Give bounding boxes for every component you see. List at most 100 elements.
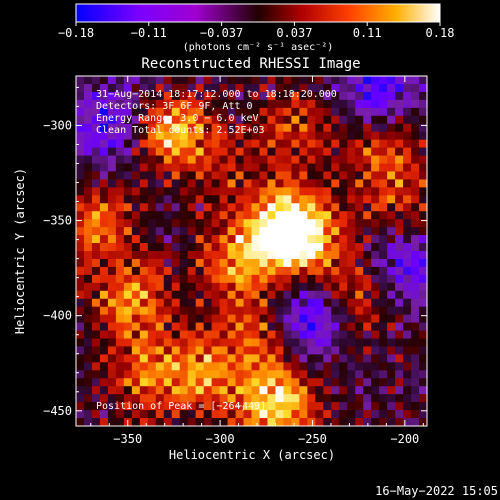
heatmap-cell [115, 258, 125, 268]
heatmap-cell [299, 362, 308, 371]
heatmap-cell [267, 99, 277, 109]
heatmap-cell [411, 330, 420, 340]
heatmap-cell [219, 131, 229, 141]
heatmap-cell [76, 91, 85, 101]
heatmap-cell [203, 290, 213, 300]
heatmap-cell [187, 274, 197, 284]
heatmap-cell [419, 290, 427, 300]
heatmap-cell [259, 107, 269, 117]
heatmap-cell [123, 282, 133, 292]
heatmap-cell [395, 274, 404, 284]
heatmap-cell [307, 243, 316, 252]
heatmap-cell [323, 99, 332, 109]
heatmap-cell [179, 274, 189, 284]
heatmap-cell [379, 322, 388, 332]
heatmap-cell [275, 139, 285, 149]
heatmap-cell [115, 115, 125, 125]
heatmap-cell [323, 91, 332, 101]
heatmap-cell [291, 203, 300, 212]
heatmap-cell [99, 346, 109, 355]
heatmap-cell [267, 107, 277, 117]
heatmap-cell [219, 107, 229, 117]
heatmap-cell [347, 314, 356, 324]
heatmap-cell [323, 187, 332, 196]
heatmap-cell [219, 83, 229, 93]
heatmap-cell [91, 107, 101, 117]
heatmap-cell [315, 282, 324, 292]
heatmap-cell [379, 338, 388, 348]
heatmap-cell [227, 338, 237, 348]
heatmap-cell [331, 322, 340, 332]
heatmap-cell [259, 274, 269, 284]
heatmap-cell [315, 139, 324, 149]
heatmap-cell [155, 306, 165, 316]
heatmap-cell [387, 195, 396, 204]
heatmap-cell [267, 418, 277, 426]
info-annotations: 31−Aug−2014 18:17:12.000 to 18:18:20.000… [96, 89, 337, 136]
heatmap-cell [355, 163, 364, 173]
heatmap-cell [363, 322, 372, 332]
heatmap-cell [355, 219, 364, 228]
heatmap-cell [219, 282, 229, 292]
heatmap-cell [299, 338, 308, 348]
heatmap-cell [147, 91, 157, 101]
heatmap-cell [179, 163, 189, 173]
heatmap-cell [315, 410, 324, 419]
heatmap-cell [195, 219, 205, 228]
heatmap-cell [371, 155, 380, 165]
heatmap-cell [211, 370, 221, 379]
heatmap-cell [163, 251, 173, 260]
heatmap-cell [187, 266, 197, 276]
heatmap-cell [187, 346, 197, 355]
heatmap-cell [243, 314, 253, 324]
heatmap-cell [267, 131, 277, 141]
heatmap-cell [147, 402, 157, 411]
heatmap-cell [179, 131, 189, 141]
heatmap-cell [179, 155, 189, 165]
heatmap-cell [203, 163, 213, 173]
heatmap-cell [299, 187, 308, 196]
heatmap-cell [91, 306, 101, 316]
heatmap-cell [211, 211, 221, 220]
heatmap-cell [83, 322, 93, 332]
heatmap-cell [83, 346, 93, 355]
heatmap-cell [259, 370, 269, 379]
heatmap-cell [275, 394, 285, 403]
heatmap-cell [395, 330, 404, 340]
heatmap-cell [315, 362, 324, 371]
heatmap-cell [83, 418, 93, 426]
heatmap-cell [387, 227, 396, 236]
heatmap-cell [299, 410, 308, 419]
heatmap-cell [203, 203, 213, 212]
heatmap-cell [219, 354, 229, 363]
heatmap-cell [139, 147, 149, 157]
heatmap-cell [307, 76, 316, 85]
heatmap-cell [275, 330, 285, 340]
heatmap-cell [355, 258, 364, 268]
heatmap-cell [291, 394, 300, 403]
heatmap-cell [307, 147, 316, 157]
heatmap-cell [179, 338, 189, 348]
heatmap-cell [115, 330, 125, 340]
heatmap-cell [195, 243, 205, 252]
heatmap-cell [267, 362, 277, 371]
heatmap-cell [291, 290, 300, 300]
heatmap-cell [419, 187, 427, 196]
heatmap-cell [259, 266, 269, 276]
heatmap-cell [355, 410, 364, 419]
heatmap-cell [315, 99, 324, 109]
heatmap-cell [315, 290, 324, 300]
heatmap-cell [347, 211, 356, 220]
heatmap-cell [171, 83, 181, 93]
heatmap-cell [139, 402, 149, 411]
heatmap-cell [403, 107, 412, 117]
heatmap-cell [107, 251, 117, 260]
heatmap-cell [339, 394, 348, 403]
heatmap-cell [339, 354, 348, 363]
heatmap-cell [171, 394, 181, 403]
heatmap-cell [235, 258, 245, 268]
heatmap-cell [155, 378, 165, 387]
heatmap-cell [411, 266, 420, 276]
heatmap-cell [267, 386, 277, 395]
heatmap-cell [171, 418, 181, 426]
